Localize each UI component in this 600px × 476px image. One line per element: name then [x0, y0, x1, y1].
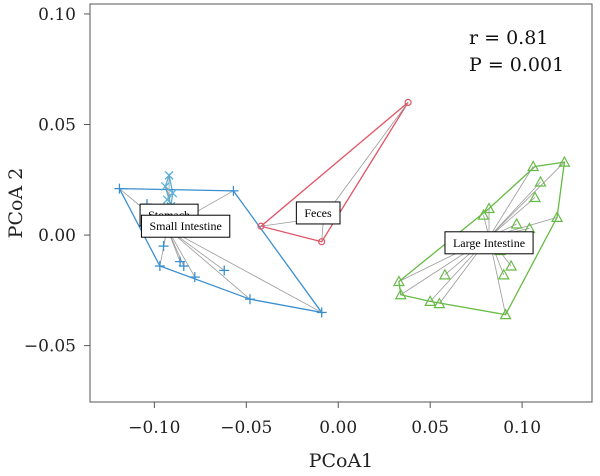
small-intestine-point: [114, 183, 125, 194]
x-tick-label: 0.05: [411, 418, 449, 438]
large-intestine-spoke: [488, 166, 534, 238]
x-tick-label: −0.05: [220, 418, 272, 438]
y-tick-label: 0.00: [38, 226, 76, 246]
small-intestine-point: [244, 294, 255, 305]
large-intestine-point: [394, 288, 407, 300]
feces-label-text: Feces: [304, 206, 332, 220]
y-tick-label: 0.05: [38, 116, 76, 136]
small-intestine-spoke: [167, 228, 322, 313]
large-intestine-label-text: Large Intestine: [453, 236, 525, 250]
large-intestine-point: [499, 308, 512, 320]
p-value: P = 0.001: [469, 54, 564, 76]
x-tick-label: 0.10: [503, 418, 541, 438]
x-axis-label: PCoA1: [309, 450, 374, 472]
y-tick-label: 0.10: [38, 5, 76, 25]
large-intestine-point: [534, 175, 547, 187]
large-intestine-point: [505, 259, 518, 271]
large-intestine-point: [558, 155, 571, 167]
large-intestine-point: [510, 217, 523, 229]
large-intestine-point: [528, 191, 542, 203]
small-intestine-point: [189, 272, 200, 283]
correlation-r: r = 0.81: [469, 27, 548, 49]
large-intestine-spoke: [488, 197, 536, 238]
small-intestine-point: [316, 307, 327, 318]
large-intestine-spoke: [488, 181, 541, 238]
large-intestine-point: [477, 208, 490, 220]
large-intestine-point: [483, 202, 496, 214]
feces-point: [257, 222, 265, 230]
feces-point: [404, 98, 412, 106]
large-intestine-point: [497, 268, 510, 280]
feces-spoke: [323, 102, 409, 218]
stomach-point: [160, 181, 170, 191]
x-tick-label: −0.10: [128, 418, 180, 438]
feces-label: Feces: [295, 201, 341, 225]
y-axis: −0.05 0.00 0.05 0.10: [24, 5, 90, 357]
plot-frame: [89, 3, 593, 403]
small-intestine-point: [219, 265, 230, 276]
large-intestine-spoke: [488, 161, 565, 238]
x-axis: −0.10 −0.05 0.00 0.05 0.10: [128, 402, 541, 438]
small-intestine-hull: [118, 187, 324, 314]
large-intestine-point: [527, 160, 540, 172]
stomach-point: [162, 195, 172, 205]
small-intestine-label-text: Small Intestine: [149, 219, 221, 233]
small-intestine-spoke: [166, 228, 251, 300]
small-intestine-point: [228, 185, 239, 196]
y-tick-label: −0.05: [24, 337, 76, 357]
small-intestine-point: [154, 261, 165, 272]
small-intestine-point: [158, 241, 169, 252]
large-intestine-point: [392, 275, 405, 287]
large-intestine-point: [438, 268, 451, 280]
y-axis-label: PCoA 2: [5, 168, 27, 239]
stomach-point: [164, 170, 174, 180]
stomach-point: [168, 188, 178, 198]
large-intestine-point: [424, 295, 437, 306]
large-intestine-label: Large Intestine: [444, 231, 534, 255]
large-intestine-point: [433, 297, 446, 309]
small-intestine-point: [178, 261, 189, 272]
small-intestine-label: Small Intestine: [140, 214, 231, 238]
feces-point: [318, 238, 326, 246]
feces-hull: [259, 101, 409, 243]
x-tick-label: 0.00: [319, 418, 357, 438]
large-intestine-point: [551, 211, 564, 222]
